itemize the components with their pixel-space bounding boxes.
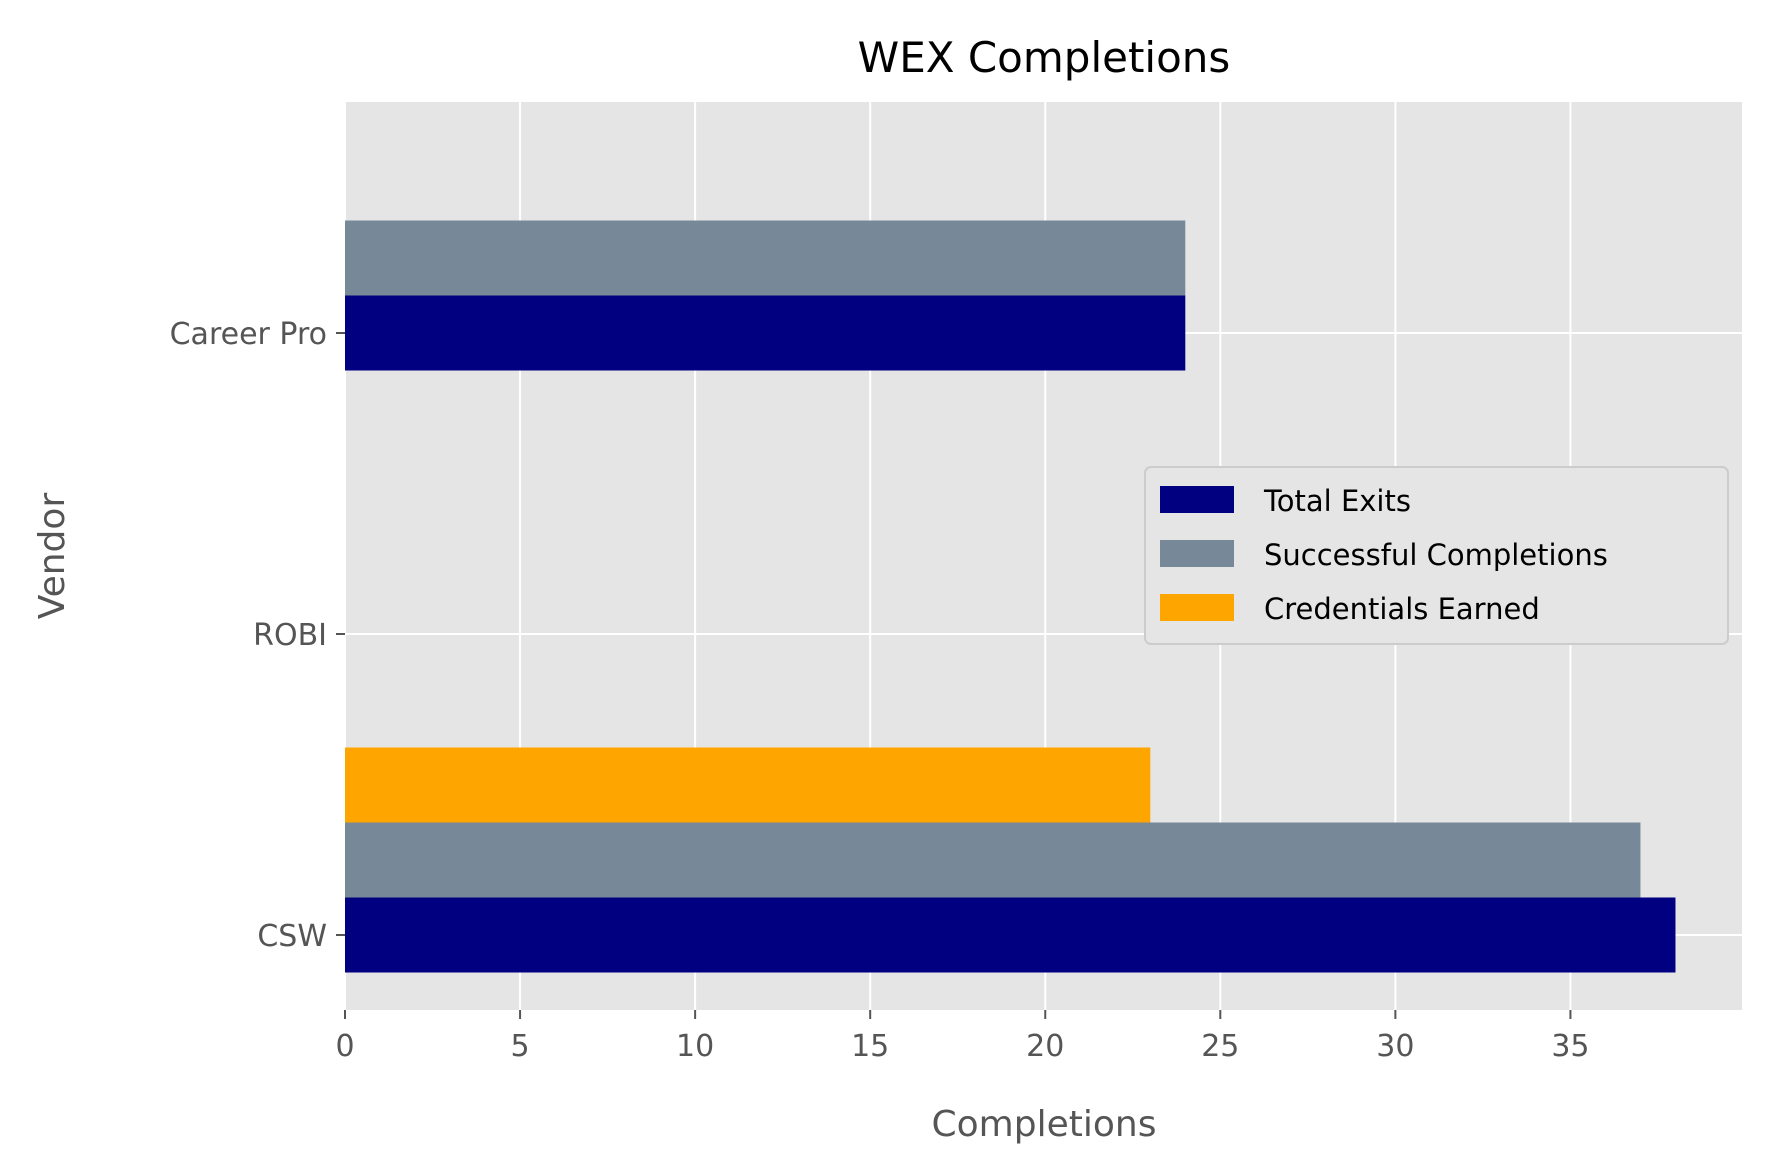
chart-title: WEX Completions — [858, 33, 1231, 82]
y-tick-label-2: Career Pro — [170, 317, 327, 352]
x-tick-label-5: 25 — [1201, 1029, 1239, 1064]
legend-swatch-2 — [1160, 594, 1234, 621]
x-axis-ticks: 0 5 10 15 20 25 30 35 — [335, 1010, 1590, 1064]
legend: Total Exits Successful Completions Credent… — [1144, 466, 1729, 645]
bar-career-pro-successful-completions — [345, 220, 1186, 296]
legend-swatch-0 — [1160, 486, 1234, 513]
x-tick-label-6: 30 — [1376, 1029, 1414, 1064]
bar-csw-credentials-earned — [345, 747, 1151, 823]
y-tick-label-0: CSW — [257, 919, 327, 954]
y-tick-label-1: ROBI — [253, 618, 327, 653]
y-axis-ticks: CSW ROBI Career Pro — [170, 317, 345, 954]
x-tick-label-2: 10 — [676, 1029, 714, 1064]
bar-csw-successful-completions — [345, 822, 1641, 898]
bar-csw-total-exits — [345, 897, 1676, 973]
legend-label-1: Successful Completions — [1264, 538, 1608, 572]
x-axis-label: Completions — [932, 1104, 1157, 1145]
legend-label-0: Total Exits — [1263, 484, 1411, 518]
x-tick-label-0: 0 — [335, 1029, 354, 1064]
legend-swatch-1 — [1160, 540, 1234, 567]
x-tick-label-7: 35 — [1551, 1029, 1589, 1064]
x-tick-label-4: 20 — [1026, 1029, 1064, 1064]
legend-box — [1144, 466, 1729, 645]
x-tick-label-1: 5 — [511, 1029, 530, 1064]
bar-career-pro-total-exits — [345, 295, 1186, 371]
bars — [345, 220, 1676, 973]
legend-label-2: Credentials Earned — [1264, 592, 1540, 626]
y-axis-label: Vendor — [32, 493, 73, 620]
x-tick-label-3: 15 — [851, 1029, 889, 1064]
